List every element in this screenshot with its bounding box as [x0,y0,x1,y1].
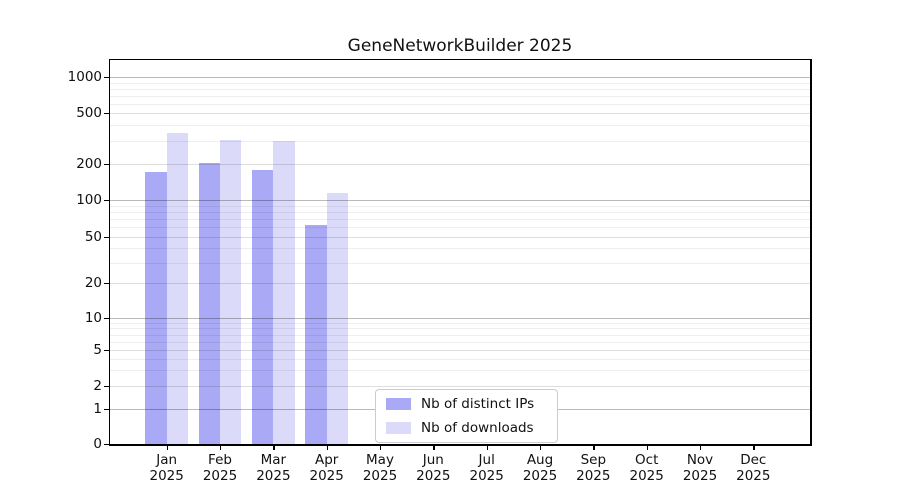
x-axis-spine [108,444,812,446]
x-tick-mark-3 [273,445,275,450]
x-tick-mark-11 [700,445,702,450]
gridline-6 [110,341,810,343]
y-tick-mark-100 [103,200,109,202]
y-tick-mark-50 [103,237,109,239]
y-axis-spine [108,58,110,446]
x-tick-mark-4 [326,445,328,450]
gridline-500 [110,113,810,114]
legend-item-downloads: Nb of downloads [376,417,557,439]
gridline-900 [110,82,810,84]
x-tick-label-nov: Nov 2025 [682,452,718,484]
y-tick-label-50: 50 [84,228,102,245]
x-tick-label-apr: Apr 2025 [309,452,344,484]
legend-swatch-downloads [386,422,411,434]
gridline-1000 [110,77,810,78]
y-tick-mark-20 [103,283,109,285]
legend-item-distinct-ips: Nb of distinct IPs [376,393,557,415]
gridline-40 [110,248,810,250]
y-tick-mark-2 [103,386,109,388]
x-tick-mark-6 [433,445,435,450]
bar-distinct-ips-mar [252,169,274,444]
y-tick-label-500: 500 [76,104,102,121]
y-tick-label-2: 2 [93,377,102,394]
gridline-4 [110,358,810,360]
bar-distinct-ips-feb [198,162,220,444]
y-tick-mark-0 [103,444,109,446]
gridline-9 [110,322,810,324]
y-tick-label-10: 10 [84,309,102,326]
x-tick-label-jun: Jun 2025 [416,452,451,484]
gridline-90 [110,205,810,207]
bar-downloads-jan [166,132,188,444]
x-tick-mark-7 [486,445,488,450]
y-tick-label-0: 0 [93,435,102,452]
gridline-80 [110,211,810,213]
x-tick-mark-8 [540,445,542,450]
legend-label-distinct-ips: Nb of distinct IPs [421,396,535,412]
legend: Nb of distinct IPs Nb of downloads [375,389,558,443]
y-tick-mark-500 [103,113,109,115]
gridline-8 [110,328,810,330]
x-tick-label-oct: Oct 2025 [629,452,664,484]
y-tick-mark-1 [103,409,109,411]
bar-downloads-feb [220,139,242,444]
x-tick-label-feb: Feb 2025 [202,452,238,484]
x-tick-label-jul: Jul 2025 [469,452,504,484]
legend-label-downloads: Nb of downloads [421,420,534,436]
gridline-300 [110,141,810,143]
y-tick-mark-5 [103,350,109,352]
y-tick-label-1: 1 [93,400,102,417]
y-tick-label-100: 100 [76,191,102,208]
gridline-200 [110,164,810,165]
gridline-10 [110,318,810,319]
gridline-2 [110,386,810,387]
gridline-5 [110,350,810,351]
legend-swatch-distinct-ips [386,398,411,410]
x-tick-label-dec: Dec 2025 [736,452,771,484]
x-tick-mark-9 [593,445,595,450]
y-tick-mark-200 [103,164,109,166]
y-tick-label-200: 200 [76,155,102,172]
gridline-50 [110,237,810,238]
x-tick-label-may: May 2025 [362,452,398,484]
x-tick-label-mar: Mar 2025 [256,452,291,484]
y-tick-mark-1000 [103,77,109,79]
gridline-60 [110,227,810,229]
bar-downloads-apr [326,193,348,444]
x-tick-mark-5 [380,445,382,450]
gridline-800 [110,88,810,90]
x-tick-label-aug: Aug 2025 [522,452,558,484]
top-spine [108,58,812,60]
x-tick-label-jan: Jan 2025 [149,452,184,484]
gridline-3 [110,370,810,372]
gridline-600 [110,103,810,105]
y-tick-label-20: 20 [84,274,102,291]
gridline-400 [110,125,810,127]
right-spine [810,58,812,446]
gridline-100 [110,200,810,201]
gridline-30 [110,262,810,264]
gridline-700 [110,95,810,97]
bar-distinct-ips-jan [145,172,167,444]
bar-downloads-mar [273,141,295,444]
chart-title: GeneNetworkBuilder 2025 [347,36,573,56]
y-tick-mark-10 [103,318,109,320]
gridline-70 [110,219,810,220]
bar-distinct-ips-apr [305,224,327,444]
y-tick-label-5: 5 [93,341,102,358]
y-tick-label-1000: 1000 [67,68,102,85]
x-tick-mark-10 [646,445,648,450]
x-tick-mark-12 [753,445,755,450]
x-tick-label-sep: Sep 2025 [576,452,611,484]
x-tick-mark-1 [166,445,168,450]
gridline-20 [110,283,810,284]
gridline-7 [110,334,810,336]
x-tick-mark-2 [220,445,222,450]
